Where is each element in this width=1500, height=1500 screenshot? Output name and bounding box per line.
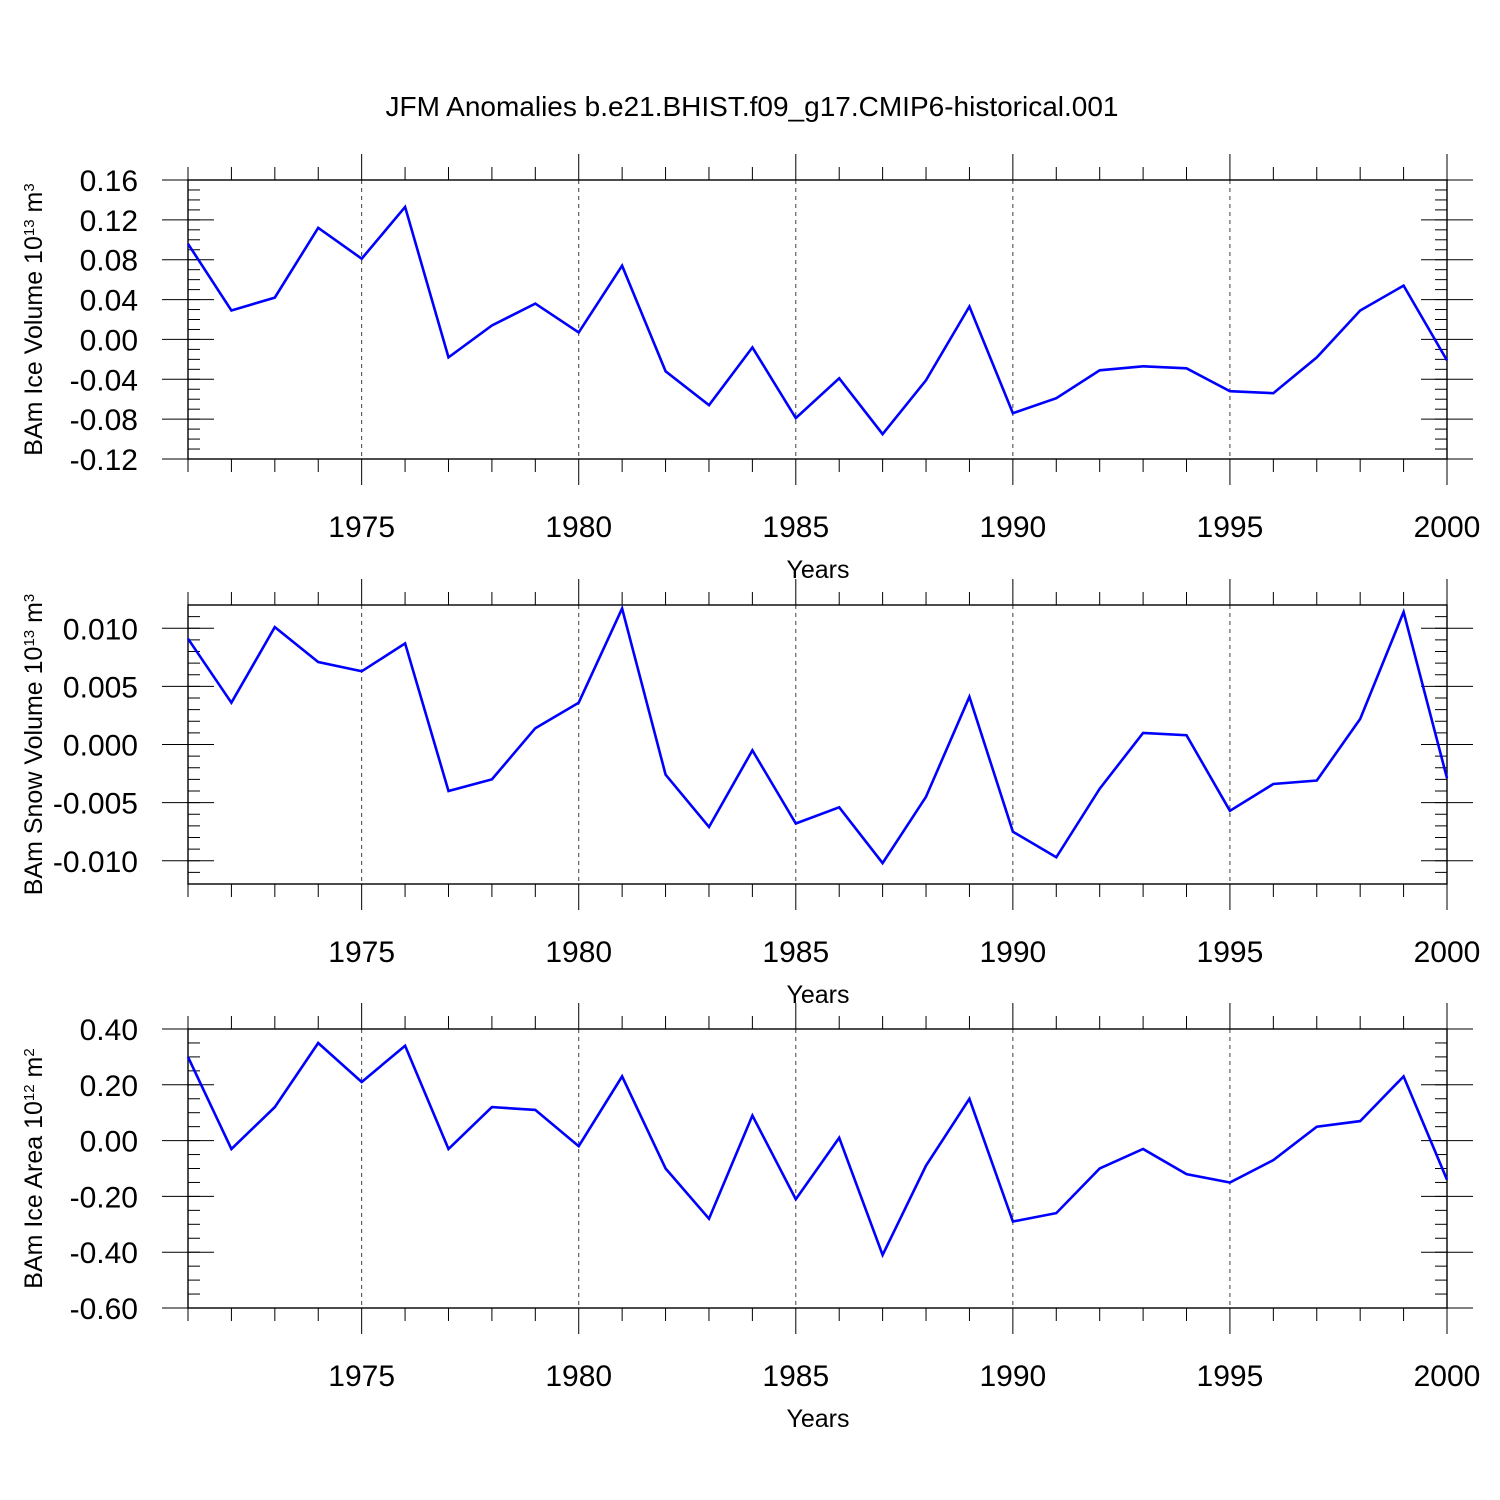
y-tick-label: -0.40: [70, 1237, 138, 1270]
x-tick-label: 1990: [979, 511, 1046, 544]
x-tick-label: 1975: [328, 936, 395, 969]
x-tick-label: 1980: [545, 1360, 612, 1393]
y-tick-label: 0.00: [80, 1126, 138, 1159]
y-tick-label: 0.16: [80, 165, 138, 198]
x-tick-label: 1990: [979, 1360, 1046, 1393]
y-tick-label: 0.04: [80, 285, 138, 318]
x-tick-label: 1985: [762, 1360, 829, 1393]
y-tick-label: 0.40: [80, 1014, 138, 1047]
x-tick-label: 1980: [545, 936, 612, 969]
x-tick-label: 1990: [979, 936, 1046, 969]
x-tick-label: 1995: [1197, 936, 1264, 969]
x-tick-label: 1975: [328, 1360, 395, 1393]
x-tick-label: 1980: [545, 511, 612, 544]
x-tick-label: 1975: [328, 511, 395, 544]
y-tick-label: -0.08: [70, 404, 138, 437]
y-axis-label: BAm Snow Volume 1013 m3: [20, 594, 48, 896]
x-tick-label: 1985: [762, 936, 829, 969]
chart-title: JFM Anomalies b.e21.BHIST.f09_g17.CMIP6-…: [385, 91, 1118, 122]
y-tick-label: -0.60: [70, 1293, 138, 1326]
panel-ice-area: -0.60 -0.40 -0.20 0.00 0.20 0.40 1975 1980 1985 1…: [20, 1003, 1480, 1433]
y-tick-label: -0.010: [53, 846, 138, 879]
y-axis-label: BAm Ice Area 1012 m2: [20, 1048, 48, 1288]
x-tick-label: 2000: [1414, 511, 1481, 544]
y-axis-label: BAm Ice Volume 1013 m3: [20, 183, 48, 455]
panel-ice-volume: -0.12 -0.08 -0.04 0.00 0.04 0.08 0.12 0.16 1975 1…: [20, 154, 1480, 584]
x-axis-label: Years: [786, 1405, 849, 1433]
x-axis-label: Years: [786, 981, 849, 1009]
y-tick-label: 0.20: [80, 1070, 138, 1103]
y-tick-label: 0.010: [63, 613, 138, 646]
y-tick-label: 0.12: [80, 205, 138, 238]
series-line-ice-volume: [186, 204, 1449, 437]
y-tick-label: 0.005: [63, 671, 138, 704]
x-tick-label: 1995: [1197, 1360, 1264, 1393]
series-line-ice-area: [186, 1041, 1449, 1259]
y-tick-label: 0.000: [63, 730, 138, 763]
x-tick-label: 1995: [1197, 511, 1264, 544]
plot-frame: [187, 179, 1448, 460]
series-line-snow-volume: [186, 604, 1449, 866]
plot-frame: [187, 604, 1448, 885]
y-tick-label: 0.00: [80, 324, 138, 357]
y-tick-label: -0.12: [70, 444, 138, 477]
y-tick-label: -0.04: [70, 364, 138, 397]
y-tick-label: 0.08: [80, 245, 138, 278]
x-tick-label: 1985: [762, 511, 829, 544]
x-tick-label: 2000: [1414, 1360, 1481, 1393]
y-tick-label: -0.005: [53, 788, 138, 821]
y-tick-label: -0.20: [70, 1181, 138, 1214]
panel-snow-volume: -0.010 -0.005 0.000 0.005 0.010 1975 1980 1985 1…: [20, 579, 1480, 1009]
chart-panels: -0.12 -0.08 -0.04 0.00 0.04 0.08 0.12 0.16 1975 1…: [20, 154, 1480, 1433]
x-axis-label: Years: [786, 556, 849, 584]
x-tick-label: 2000: [1414, 936, 1481, 969]
